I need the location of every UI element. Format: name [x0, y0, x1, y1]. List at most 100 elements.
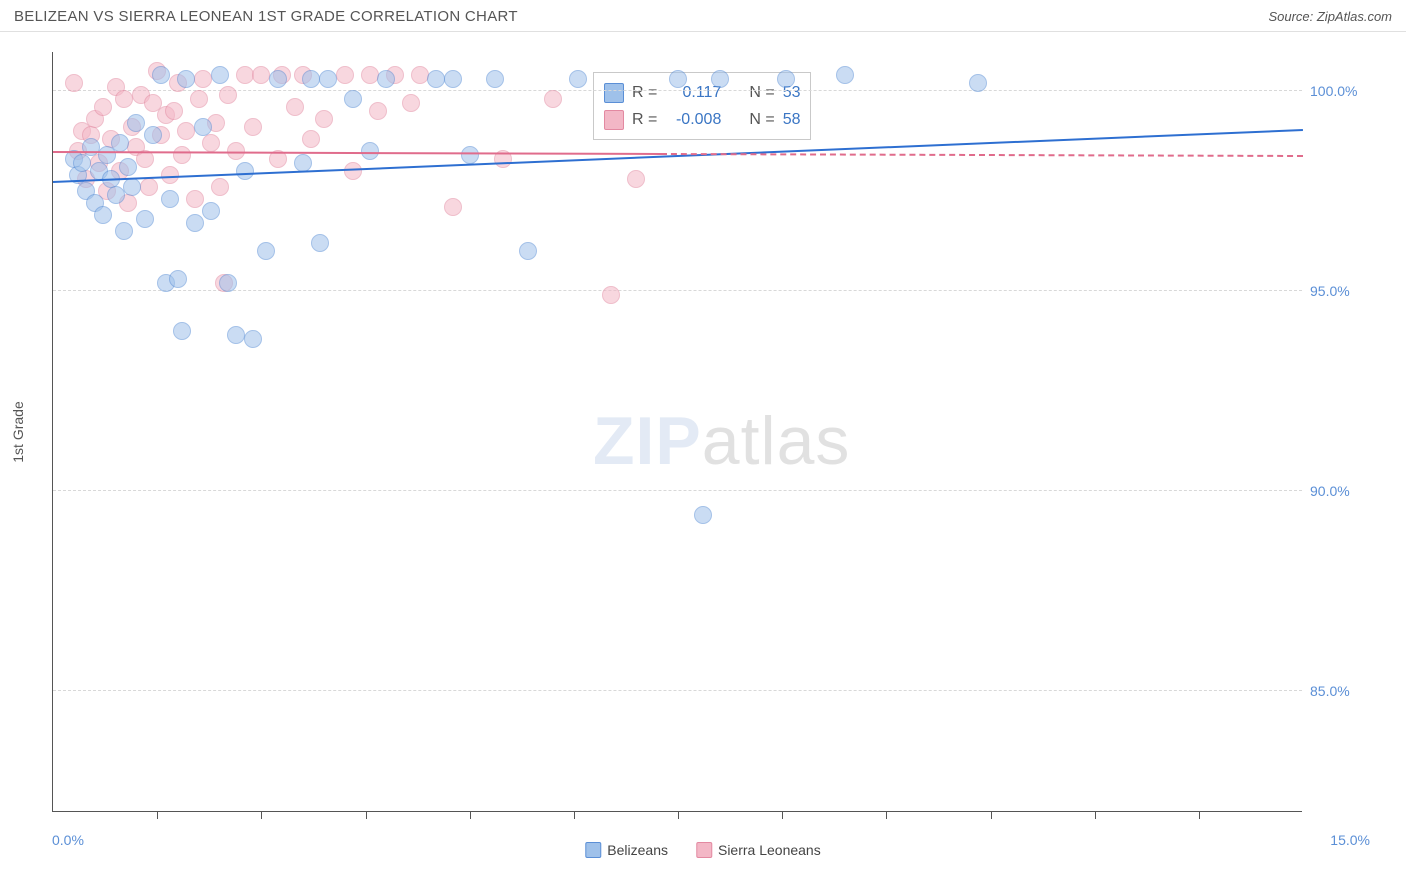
gridline-h [53, 290, 1302, 291]
data-point [161, 190, 179, 208]
data-point [211, 66, 229, 84]
x-tick [574, 811, 575, 819]
r-value-sierra: -0.008 [665, 106, 721, 133]
data-point [427, 70, 445, 88]
data-point [252, 66, 270, 84]
x-tick [1095, 811, 1096, 819]
data-point [344, 162, 362, 180]
y-tick-label: 85.0% [1310, 683, 1350, 699]
gridline-h [53, 490, 1302, 491]
n-label: N = [749, 106, 774, 133]
x-axis-min-label: 0.0% [52, 832, 84, 848]
watermark: ZIPatlas [593, 402, 850, 480]
n-value-sierra: 58 [783, 106, 801, 133]
data-point [669, 70, 687, 88]
data-point [119, 158, 137, 176]
data-point [144, 126, 162, 144]
data-point [194, 118, 212, 136]
x-tick [1199, 811, 1200, 819]
data-point [444, 198, 462, 216]
data-point [336, 66, 354, 84]
y-axis-title: 1st Grade [10, 401, 26, 462]
x-tick [678, 811, 679, 819]
data-point [257, 242, 275, 260]
data-point [627, 170, 645, 188]
data-point [186, 214, 204, 232]
data-point [402, 94, 420, 112]
data-point [836, 66, 854, 84]
data-point [602, 286, 620, 304]
data-point [202, 134, 220, 152]
data-point [152, 66, 170, 84]
r-label: R = [632, 106, 657, 133]
chart-source: Source: ZipAtlas.com [1268, 9, 1392, 24]
legend-item-sierra: Sierra Leoneans [696, 842, 821, 858]
data-point [361, 66, 379, 84]
data-point [344, 90, 362, 108]
legend-label-sierra: Sierra Leoneans [718, 842, 821, 858]
data-point [569, 70, 587, 88]
data-point [286, 98, 304, 116]
data-point [315, 110, 333, 128]
trend-line [661, 153, 1303, 157]
x-tick [261, 811, 262, 819]
y-tick-label: 95.0% [1310, 283, 1350, 299]
x-tick [991, 811, 992, 819]
legend-row-sierra: R = -0.008 N = 58 [604, 106, 800, 133]
data-point [111, 134, 129, 152]
data-point [107, 186, 125, 204]
data-point [227, 326, 245, 344]
chart-area: 1st Grade ZIPatlas R = 0.117 N = 53 R = … [0, 32, 1406, 888]
data-point [711, 70, 729, 88]
data-point [94, 206, 112, 224]
gridline-h [53, 690, 1302, 691]
data-point [177, 70, 195, 88]
series-legend: Belizeans Sierra Leoneans [585, 842, 820, 858]
data-point [115, 90, 133, 108]
data-point [519, 242, 537, 260]
x-axis-max-label: 15.0% [1330, 832, 1370, 848]
data-point [211, 178, 229, 196]
y-tick-label: 100.0% [1310, 83, 1357, 99]
data-point [319, 70, 337, 88]
legend-swatch-sierra [604, 110, 624, 130]
data-point [169, 270, 187, 288]
data-point [123, 178, 141, 196]
data-point [361, 142, 379, 160]
data-point [173, 322, 191, 340]
data-point [302, 130, 320, 148]
data-point [73, 154, 91, 172]
data-point [127, 114, 145, 132]
legend-label-belizeans: Belizeans [607, 842, 668, 858]
watermark-bold: ZIP [593, 403, 702, 479]
x-tick [366, 811, 367, 819]
data-point [694, 506, 712, 524]
watermark-light: atlas [702, 403, 851, 479]
data-point [190, 90, 208, 108]
legend-swatch-icon [696, 842, 712, 858]
data-point [377, 70, 395, 88]
data-point [486, 70, 504, 88]
data-point [544, 90, 562, 108]
data-point [244, 118, 262, 136]
data-point [82, 138, 100, 156]
data-point [165, 102, 183, 120]
data-point [65, 74, 83, 92]
data-point [115, 222, 133, 240]
legend-row-belizeans: R = 0.117 N = 53 [604, 79, 800, 106]
data-point [302, 70, 320, 88]
data-point [411, 66, 429, 84]
legend-swatch-icon [585, 842, 601, 858]
data-point [186, 190, 204, 208]
data-point [177, 122, 195, 140]
x-tick [782, 811, 783, 819]
chart-header: BELIZEAN VS SIERRA LEONEAN 1ST GRADE COR… [0, 0, 1406, 32]
data-point [173, 146, 191, 164]
gridline-h [53, 90, 1302, 91]
data-point [219, 86, 237, 104]
data-point [140, 178, 158, 196]
data-point [136, 210, 154, 228]
data-point [94, 98, 112, 116]
data-point [369, 102, 387, 120]
data-point [461, 146, 479, 164]
